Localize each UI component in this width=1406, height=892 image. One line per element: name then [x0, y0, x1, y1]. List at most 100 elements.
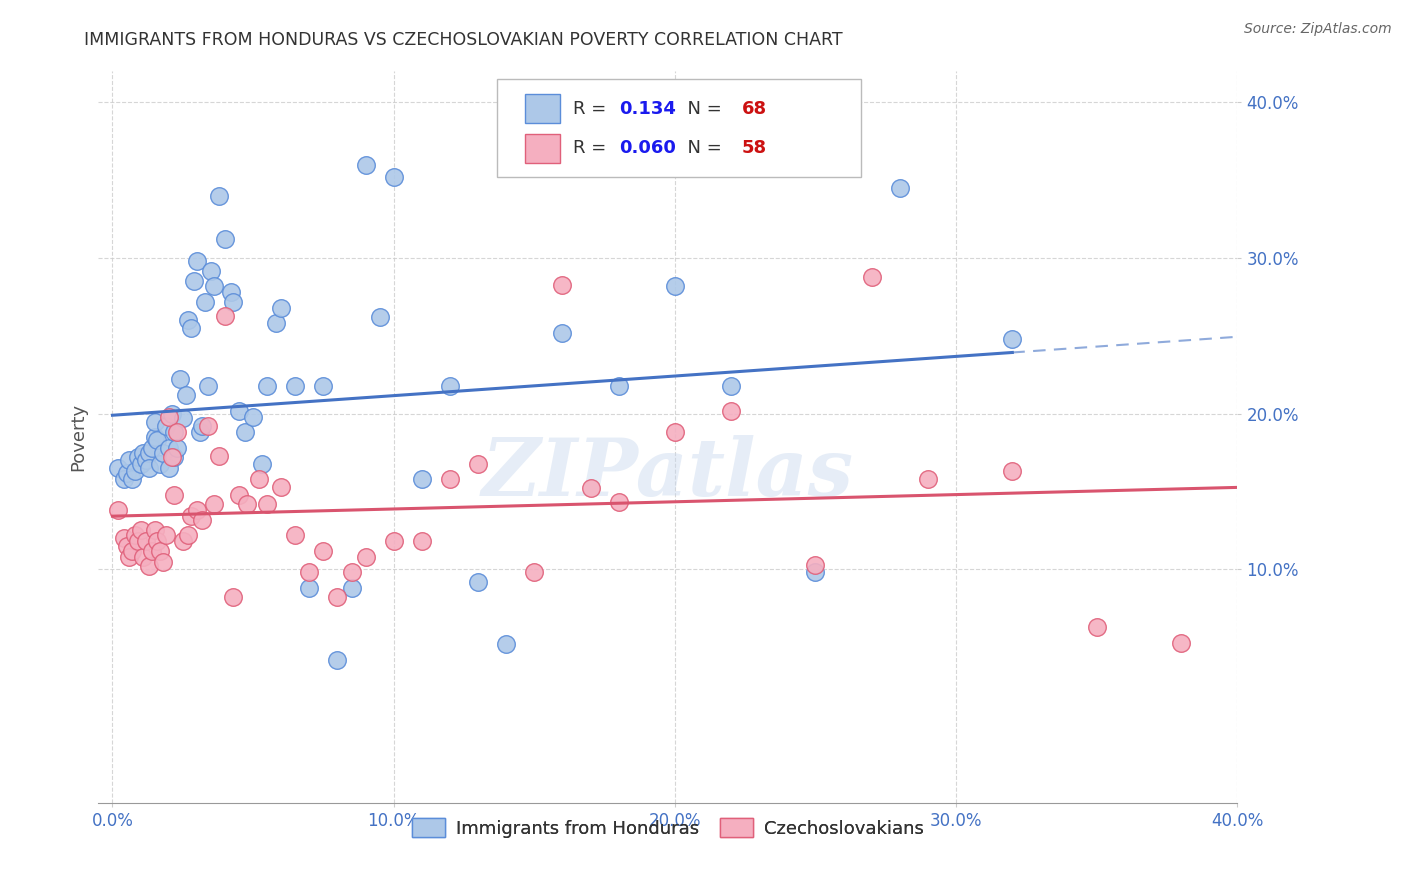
Point — [152, 555, 174, 569]
Point — [191, 419, 214, 434]
Point — [115, 539, 138, 553]
Point — [169, 372, 191, 386]
Point — [495, 637, 517, 651]
Point — [146, 534, 169, 549]
Point — [141, 543, 163, 558]
Point — [135, 534, 157, 549]
Point — [607, 495, 630, 509]
Text: N =: N = — [676, 100, 727, 118]
Point — [197, 378, 219, 392]
Point — [202, 279, 225, 293]
Point — [174, 388, 197, 402]
Point — [163, 488, 186, 502]
Point — [467, 574, 489, 589]
Point — [889, 181, 911, 195]
Point — [326, 591, 349, 605]
Point — [236, 497, 259, 511]
Point — [160, 407, 183, 421]
Point — [180, 321, 202, 335]
Point — [157, 409, 180, 424]
Text: 58: 58 — [742, 139, 768, 157]
Point — [160, 450, 183, 465]
Point — [256, 378, 278, 392]
Point — [256, 497, 278, 511]
Point — [186, 254, 208, 268]
Point — [188, 425, 211, 440]
Point — [177, 313, 200, 327]
Point — [326, 652, 349, 666]
Point — [860, 269, 883, 284]
Point — [112, 472, 135, 486]
Point — [127, 450, 149, 465]
Point — [112, 531, 135, 545]
Point — [124, 528, 146, 542]
Point — [368, 310, 391, 325]
Point — [411, 472, 433, 486]
Point — [340, 566, 363, 580]
Legend: Immigrants from Honduras, Czechoslovakians: Immigrants from Honduras, Czechoslovakia… — [405, 811, 931, 845]
Point — [264, 317, 287, 331]
Point — [242, 409, 264, 424]
Point — [208, 449, 231, 463]
Point — [607, 378, 630, 392]
Point — [1170, 635, 1192, 649]
Point — [354, 549, 377, 564]
Point — [270, 480, 292, 494]
Point — [1001, 464, 1024, 478]
Text: 0.134: 0.134 — [619, 100, 676, 118]
Point — [720, 403, 742, 417]
Point — [214, 309, 236, 323]
Text: R =: R = — [574, 100, 613, 118]
Point — [172, 411, 194, 425]
Point — [467, 457, 489, 471]
Point — [143, 524, 166, 538]
Point — [172, 534, 194, 549]
Point — [143, 415, 166, 429]
Point — [664, 279, 686, 293]
Point — [214, 232, 236, 246]
Point — [284, 378, 307, 392]
Point — [183, 275, 205, 289]
Point — [129, 457, 152, 471]
Point — [382, 534, 405, 549]
Point — [166, 425, 188, 440]
Point — [439, 472, 461, 486]
Point — [186, 503, 208, 517]
Point — [312, 543, 335, 558]
Point — [219, 285, 242, 300]
Point — [270, 301, 292, 315]
Point — [298, 566, 321, 580]
Point — [138, 559, 160, 574]
Point — [917, 472, 939, 486]
Point — [149, 457, 172, 471]
FancyBboxPatch shape — [526, 94, 560, 123]
FancyBboxPatch shape — [526, 134, 560, 163]
Point — [250, 457, 273, 471]
Point — [247, 472, 270, 486]
Point — [720, 378, 742, 392]
Point — [354, 158, 377, 172]
Text: Source: ZipAtlas.com: Source: ZipAtlas.com — [1244, 22, 1392, 37]
Point — [551, 277, 574, 292]
Point — [411, 534, 433, 549]
Point — [340, 581, 363, 595]
Point — [804, 558, 827, 572]
Point — [523, 566, 546, 580]
Text: ZIPatlas: ZIPatlas — [482, 435, 853, 512]
Point — [228, 488, 250, 502]
Text: 0.060: 0.060 — [619, 139, 676, 157]
Point — [146, 433, 169, 447]
Point — [118, 453, 141, 467]
Point — [166, 441, 188, 455]
Text: R =: R = — [574, 139, 613, 157]
Point — [138, 461, 160, 475]
Point — [208, 189, 231, 203]
Point — [107, 503, 129, 517]
Y-axis label: Poverty: Poverty — [69, 403, 87, 471]
Text: N =: N = — [676, 139, 727, 157]
Point — [138, 445, 160, 459]
Point — [200, 263, 222, 277]
Point — [202, 497, 225, 511]
Point — [157, 441, 180, 455]
Point — [194, 294, 217, 309]
